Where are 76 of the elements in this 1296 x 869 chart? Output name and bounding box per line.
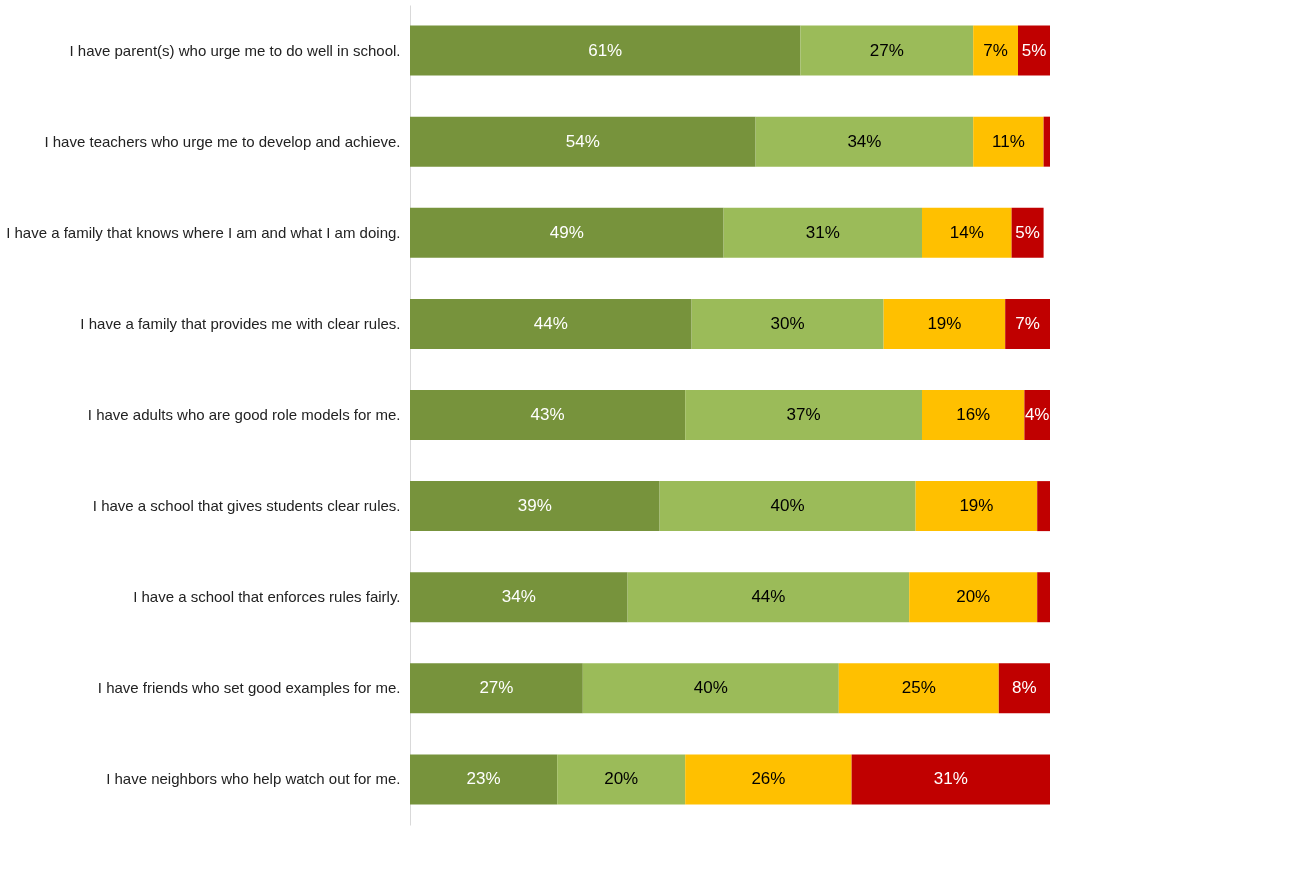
data-label: 25% [901, 678, 936, 698]
data-label: 20% [604, 769, 639, 789]
data-label: 43% [530, 405, 565, 424]
data-label: 8% [1012, 678, 1037, 698]
bar [922, 390, 1025, 440]
bar [1043, 116, 1050, 167]
data-label: 31% [805, 222, 840, 242]
data-label: 5% [1021, 40, 1047, 60]
data-label: 7% [1015, 313, 1040, 333]
data-label: 34% [501, 587, 536, 607]
data-label: 14% [949, 222, 984, 242]
bar [410, 25, 801, 76]
bar [973, 116, 1044, 167]
bar [685, 754, 852, 805]
data-label: 27% [479, 678, 514, 698]
y-tick-label: I have a school that enforces rules fairly. [133, 588, 401, 606]
bar [1005, 298, 1050, 349]
bar [851, 754, 1050, 805]
bar [909, 572, 1038, 623]
data-label: 19% [927, 313, 962, 333]
data-label: 7% [983, 40, 1008, 60]
y-tick-label: I have parent(s) who urge me to do well in school. [69, 41, 401, 59]
bar [838, 663, 999, 714]
data-label: 11% [992, 131, 1025, 151]
data-label: 20% [956, 587, 991, 607]
bar [410, 572, 628, 623]
y-tick-label: I have a family that knows where I am and what I am doing. [6, 223, 401, 241]
data-label: 49% [549, 222, 584, 242]
bar [557, 754, 686, 805]
bar [800, 25, 974, 76]
bar [883, 298, 1006, 349]
y-tick-label: I have friends who set good examples for me. [97, 679, 401, 697]
data-label: 61% [588, 40, 623, 60]
bar [723, 207, 922, 258]
bar [685, 390, 922, 440]
data-label: 4% [1024, 405, 1050, 424]
bar [410, 481, 660, 532]
data-label: 54% [565, 131, 600, 151]
data-label: 26% [751, 769, 786, 789]
y-tick-label: I have teachers who urge me to develop and achieve. [44, 132, 401, 150]
bar [998, 663, 1050, 714]
y-tick-label: I have neighbors who help watch out for me. [106, 770, 401, 788]
data-label: 34% [847, 131, 882, 151]
data-label: 40% [770, 496, 805, 516]
bar [410, 754, 558, 805]
bar [410, 390, 686, 440]
bar [1037, 572, 1050, 623]
data-label: 19% [959, 496, 994, 516]
data-label: 44% [533, 313, 568, 333]
data-label: 31% [933, 769, 968, 789]
bar [755, 116, 974, 167]
y-tick-label: I have adults who are good role models for me. [87, 406, 401, 423]
data-label: 5% [1015, 222, 1040, 242]
data-label: 30% [770, 313, 805, 333]
data-label: 40% [693, 678, 728, 698]
bar [973, 25, 1018, 76]
bar [582, 663, 839, 714]
y-tick-label: I have a school that gives students clear rules. [92, 497, 401, 515]
data-label: 44% [751, 587, 786, 607]
bar [1011, 207, 1044, 258]
data-label: 16% [956, 405, 991, 424]
bar [691, 298, 884, 349]
bar [922, 207, 1012, 258]
y-tick-label: I have a family that provides me with clear rules. [80, 314, 401, 332]
data-label: 39% [517, 496, 552, 516]
data-label: 23% [466, 769, 501, 789]
bar [410, 298, 692, 349]
data-label: 27% [869, 40, 904, 60]
data-label: 37% [786, 405, 821, 424]
bar [1037, 481, 1050, 532]
bar [410, 207, 724, 258]
bar [627, 572, 910, 623]
bar [915, 481, 1038, 532]
bar [659, 481, 916, 532]
bar [410, 663, 583, 714]
bar [410, 116, 756, 167]
